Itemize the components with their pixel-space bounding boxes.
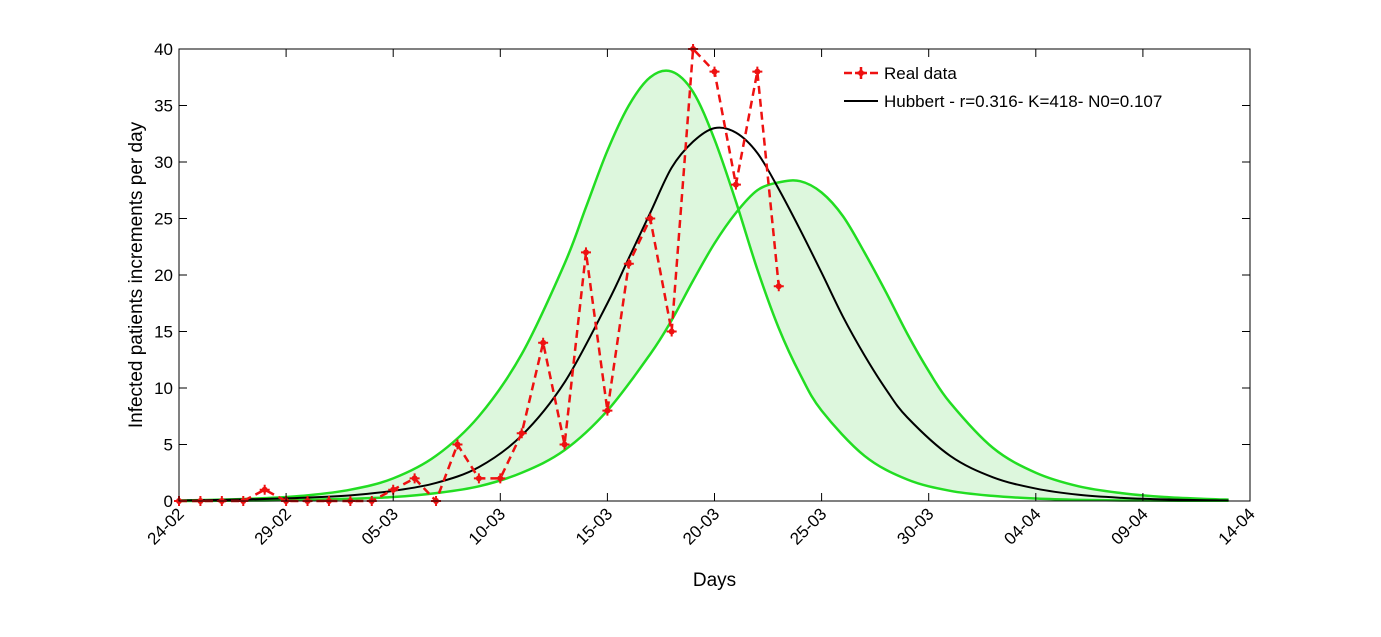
y-axis-ticks: 0 5 10 15 20 25 30 35 40 [154,40,1250,511]
real-data-point [452,439,463,450]
plot-background [179,49,1250,501]
legend-marker-dot [858,70,864,76]
x-tick-label: 29-02 [251,504,295,548]
real-data-marker-dot [475,475,482,482]
real-data-marker-dot [775,283,782,290]
real-data-marker-dot [261,486,268,493]
x-tick-label: 04-04 [1000,504,1044,548]
real-data-marker-dot [518,430,525,437]
x-axis-label: Days [693,570,736,591]
real-data-marker-dot [411,475,418,482]
real-data-marker-dot [604,407,611,414]
real-data-marker-dot [732,181,739,188]
real-data-point [623,258,634,269]
real-data-point [538,337,549,348]
real-data-point [559,439,570,450]
y-tick-label: 40 [154,40,173,59]
real-data-point [259,484,270,495]
real-data-point [409,473,420,484]
real-data-marker-dot [390,486,397,493]
real-data-marker-dot [668,328,675,335]
y-tick-label: 10 [154,379,173,398]
x-tick-label: 20-03 [679,504,723,548]
x-tick-label: 10-03 [465,504,509,548]
real-data-marker-dot [647,215,654,222]
x-tick-label: 09-04 [1108,504,1152,548]
legend-label-real-data: Real data [884,64,957,83]
y-tick-label: 25 [154,210,173,229]
real-data-point [602,405,613,416]
real-data-point [752,66,763,77]
real-data-point [709,66,720,77]
real-data-marker-dot [540,339,547,346]
real-data-point [666,326,677,337]
legend-label-hubbert: Hubbert - r=0.316- K=418- N0=0.107 [884,92,1162,111]
x-tick-label: 24-02 [144,504,188,548]
y-tick-label: 20 [154,266,173,285]
x-tick-label: 05-03 [358,504,402,548]
real-data-marker-dot [497,475,504,482]
lower-bound-line [178,179,1229,503]
y-tick-label: 5 [164,436,173,455]
x-tick-label: 15-03 [572,504,616,548]
x-tick-label: 30-03 [893,504,937,548]
confidence-band-layer [179,70,1229,501]
real-data-point [495,473,506,484]
real-data-point [730,179,741,190]
legend: Real data Hubbert - r=0.316- K=418- N0=0… [836,60,1242,115]
real-data-point [473,473,484,484]
legend-box [836,60,1242,115]
y-tick-label: 15 [154,323,173,342]
y-axis-label: Infected patients increments per day [126,121,147,428]
hubbert-fit-line [178,126,1229,502]
y-tick-label: 35 [154,97,173,116]
real-data-marker-dot [625,260,632,267]
real-data-marker-dot [454,441,461,448]
real-data-point [580,247,591,258]
real-data-marker-dot [711,68,718,75]
real-data-point [516,428,527,439]
x-tick-label: 14-04 [1215,504,1259,548]
confidence-band-fill [179,70,1229,501]
real-data-marker-dot [582,249,589,256]
real-data-point [645,213,656,224]
upper-bound-line [178,69,1229,503]
y-tick-label: 30 [154,153,173,172]
x-tick-label: 25-03 [786,504,830,548]
real-data-marker-dot [561,441,568,448]
real-data-point [773,281,784,292]
y-tick-label: 0 [164,492,173,511]
real-data-marker-dot [754,68,761,75]
